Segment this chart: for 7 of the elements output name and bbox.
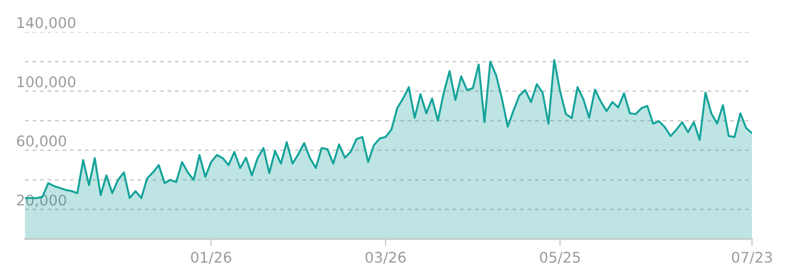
x-tick-label: 05/25: [540, 252, 580, 264]
y-tick-label: 100,000: [18, 76, 76, 89]
y-tick-label: 60,000: [17, 135, 66, 148]
x-tick-label: 01/26: [191, 252, 232, 264]
x-tick-label: 03/26: [366, 252, 406, 264]
x-tick-label: 07/23: [732, 252, 772, 264]
y-tick-label: 140,000: [18, 17, 76, 30]
